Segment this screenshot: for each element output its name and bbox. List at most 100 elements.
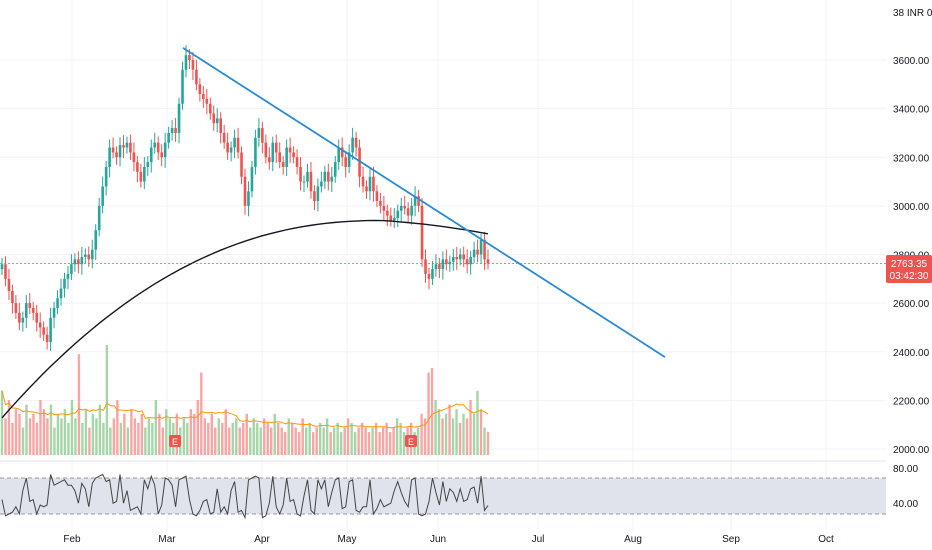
- volume-bar: [287, 418, 290, 455]
- volume-bar: [472, 413, 476, 455]
- volume-bar: [161, 427, 165, 455]
- volume-bar: [353, 432, 357, 455]
- time-tick-label: Apr: [254, 534, 270, 545]
- volume-bar: [63, 409, 67, 455]
- candle-body: [11, 290, 14, 304]
- volume-bar: [385, 422, 388, 455]
- candle-body: [455, 256, 459, 260]
- volume-bar: [458, 422, 462, 455]
- time-tick-label: May: [338, 534, 357, 545]
- volume-bar: [451, 418, 455, 455]
- candle-body: [125, 142, 129, 148]
- earnings-marker-label: E: [172, 437, 178, 447]
- candle-body: [445, 259, 448, 265]
- volume-bar: [280, 427, 283, 455]
- candle-body: [73, 259, 77, 265]
- candle-body: [243, 176, 247, 206]
- volume-bar: [151, 422, 154, 455]
- volume-bar: [252, 418, 255, 455]
- candle-body: [205, 98, 209, 104]
- volume-bar: [402, 432, 406, 455]
- price-tag-bg: [886, 255, 932, 283]
- candle-body: [177, 103, 181, 133]
- candle-body: [0, 264, 4, 270]
- candle-body: [160, 152, 163, 158]
- price-tick-label: 2600.00: [893, 299, 930, 310]
- volume-bar: [469, 400, 472, 455]
- volume-bar: [46, 418, 49, 455]
- volume-bar: [273, 413, 276, 455]
- candle-body: [365, 186, 368, 192]
- volume-bar: [74, 418, 77, 455]
- volume-bar: [189, 409, 193, 455]
- candle-body: [476, 249, 479, 255]
- volume-bar: [277, 422, 280, 455]
- volume-bar: [388, 432, 392, 455]
- volume-bar: [242, 422, 245, 455]
- price-tag-countdown: 03:42:30: [890, 271, 929, 282]
- volume-bar: [245, 413, 248, 455]
- volume-bar: [102, 422, 105, 455]
- volume-bar: [318, 422, 322, 455]
- candle-body: [208, 103, 212, 114]
- candle-body: [101, 186, 104, 206]
- volume-bar: [441, 418, 444, 455]
- candle-body: [438, 264, 441, 270]
- time-tick-label: Feb: [63, 534, 81, 545]
- currency-label: 38 INR 0: [893, 8, 932, 19]
- volume-bar: [304, 427, 308, 455]
- candle-body: [233, 137, 236, 148]
- volume-bar: [193, 413, 196, 455]
- time-tick-label: Aug: [624, 534, 642, 545]
- candle-body: [80, 256, 84, 265]
- volume-bar: [455, 409, 458, 455]
- candle-body: [149, 147, 153, 163]
- rsi-label-80: 80.00: [893, 464, 918, 475]
- volume-bars: [0, 345, 490, 455]
- time-tick-label: Oct: [818, 534, 834, 545]
- candle-body: [4, 264, 7, 279]
- candle-body: [229, 147, 233, 153]
- volume-bar: [137, 422, 140, 455]
- candle-body: [361, 176, 365, 187]
- candle-body: [368, 176, 372, 192]
- candle-body: [431, 269, 434, 279]
- candle-body: [333, 162, 337, 177]
- candle-body: [295, 157, 299, 167]
- earnings-marker-label: E: [408, 437, 414, 447]
- volume-bar: [140, 413, 144, 455]
- candle-body: [399, 205, 403, 211]
- volume-bar: [263, 418, 266, 455]
- candle-body: [139, 171, 143, 182]
- candle-body: [392, 218, 396, 221]
- candle-body: [191, 60, 195, 70]
- earnings-marker[interactable]: [169, 435, 181, 447]
- volume-bar: [339, 432, 343, 455]
- candle-body: [351, 137, 354, 153]
- volume-bar: [200, 372, 203, 455]
- candle-body: [427, 273, 431, 279]
- candle-body: [247, 191, 250, 206]
- volume-bar: [207, 422, 210, 455]
- earnings-marker[interactable]: [405, 435, 417, 447]
- volume-bar: [427, 372, 430, 455]
- candle-body: [236, 137, 240, 153]
- volume-bar: [374, 422, 378, 455]
- candle-body: [94, 230, 98, 250]
- volume-bar: [39, 400, 42, 455]
- candle-body: [90, 249, 94, 260]
- candle-body: [257, 128, 261, 138]
- volume-bar: [486, 432, 490, 455]
- volume-bar: [329, 432, 332, 455]
- trendline: [182, 47, 666, 358]
- volume-bar: [67, 422, 70, 455]
- volume-bar: [154, 400, 158, 455]
- candle-body: [441, 259, 445, 270]
- candle-body: [195, 69, 198, 85]
- candle-body: [108, 147, 111, 167]
- volume-bar: [126, 427, 130, 455]
- time-tick-label: Sep: [722, 534, 740, 545]
- volume-bar: [367, 432, 371, 455]
- moving-average-line: [1, 219, 489, 419]
- volume-bar: [434, 400, 437, 455]
